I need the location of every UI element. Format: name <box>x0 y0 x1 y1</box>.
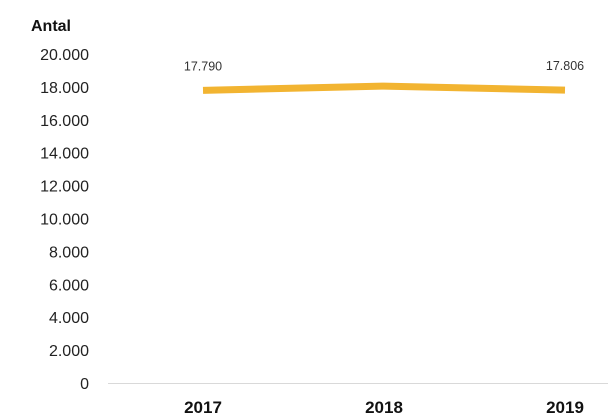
x-tick-label: 2019 <box>546 398 584 417</box>
x-axis-ticks: 2017 2018 2019 <box>184 398 584 417</box>
x-tick-label: 2018 <box>365 398 403 417</box>
data-label: 17.806 <box>546 59 584 73</box>
y-tick-label: 6.000 <box>49 277 89 294</box>
data-labels: 17.790 17.806 <box>184 59 584 73</box>
y-tick-label: 12.000 <box>40 179 89 196</box>
y-axis-ticks: 0 2.000 4.000 6.000 8.000 10.000 12.000 14.000 1… <box>40 47 89 393</box>
y-tick-label: 2.000 <box>49 343 89 360</box>
data-label: 17.790 <box>184 59 222 73</box>
series-group <box>202 82 566 94</box>
x-tick-label: 2017 <box>184 398 222 417</box>
y-axis-label: Antal <box>31 18 71 35</box>
y-tick-label: 4.000 <box>49 310 89 327</box>
y-tick-label: 14.000 <box>40 146 89 163</box>
y-tick-label: 0 <box>80 376 89 393</box>
y-tick-label: 20.000 <box>40 47 89 64</box>
y-tick-label: 16.000 <box>40 113 89 130</box>
series-line <box>202 82 566 94</box>
y-tick-label: 18.000 <box>40 80 89 97</box>
y-tick-label: 8.000 <box>49 244 89 261</box>
y-tick-label: 10.000 <box>40 212 89 229</box>
